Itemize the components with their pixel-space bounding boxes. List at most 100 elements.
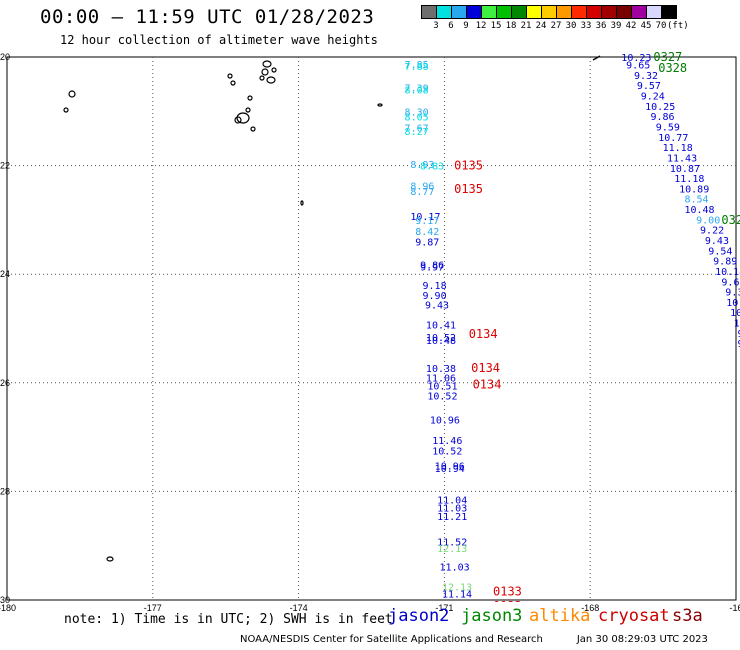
color-scale-label: 15 [490, 21, 502, 31]
island-outline [236, 112, 250, 124]
wave-height-value: 9.24 [641, 92, 665, 103]
wave-height-value: 9.18 [423, 281, 447, 292]
color-scale-unit: (ft) [667, 21, 689, 31]
wave-height-value: 10.87 [670, 164, 700, 175]
wave-height-value: 9.35 [725, 288, 740, 299]
island-outline [300, 200, 304, 206]
wave-height-value: 8.42 [415, 227, 439, 238]
color-scale-label: 6 [448, 21, 454, 31]
x-tick-label: -180 [0, 603, 16, 613]
legend-item-altika: altika [529, 606, 591, 626]
color-scale-label: 33 [580, 21, 592, 31]
credit-text: NOAA/NESDIS Center for Satellite Applica… [240, 634, 543, 645]
island-outline [262, 60, 272, 68]
wave-height-value: 9.59 [656, 123, 680, 134]
color-scale-label: 36 [595, 21, 607, 31]
color-scale-swatch [661, 5, 677, 19]
y-tick-label: -24 [0, 269, 10, 279]
pass-time-label: 0134 [471, 361, 500, 375]
island-outline [377, 103, 383, 107]
wave-height-value: 9.32 [634, 71, 658, 82]
wave-height-value: 7.39 [405, 83, 429, 94]
y-tick-label: -20 [0, 52, 10, 62]
credit-line: NOAA/NESDIS Center for Satellite Applica… [240, 634, 708, 645]
x-tick-label: -16 [729, 603, 740, 613]
wave-height-value: 8.77 [410, 187, 434, 198]
y-tick-label: -28 [0, 486, 10, 496]
wave-height-value: 8.08 [405, 86, 429, 97]
wave-height-value: 10.51 [427, 382, 457, 393]
wave-height-value: 9.17 [415, 216, 439, 227]
pass-time-label: 0135 [454, 159, 483, 173]
x-tick-label: -177 [144, 603, 162, 613]
wave-height-value: 8.93 [410, 160, 434, 171]
color-scale-label: 18 [505, 21, 517, 31]
island-outline [63, 107, 69, 113]
wave-height-value: 11.14 [442, 589, 472, 600]
wave-height-value: 11.03 [437, 504, 467, 515]
color-scale-label: 9 [463, 21, 469, 31]
wave-height-value: 10.48 [426, 336, 456, 347]
color-scale-label: 30 [565, 21, 577, 31]
pass-time-label: 0133 [493, 599, 522, 613]
pass-time-label: 0133 [493, 584, 522, 598]
island-outline [266, 76, 276, 84]
island-outline [245, 107, 251, 113]
wave-height-value: 9 [737, 329, 740, 340]
wave-height-value: 10.52 [427, 391, 457, 402]
x-tick-label: -171 [435, 603, 453, 613]
wave-height-value: 11.18 [663, 143, 693, 154]
pass-time-label: 0327 [653, 50, 682, 64]
wave-height-value: 10.18 [715, 267, 740, 278]
wave-height-labels: 10.239.659.329.579.2410.259.869.5910.771… [405, 50, 740, 613]
wave-height-value: 8.27 [405, 127, 429, 138]
color-scale-legend: 3 6 9 12 15 18 21 24 27 30 33 36 39 42 45 70 (ft) [421, 5, 689, 31]
wave-height-value: 9.43 [425, 301, 449, 312]
y-tick-label: -30 [0, 595, 10, 605]
legend-item-jason2: jason2 [388, 606, 450, 626]
color-scale-label: 3 [433, 21, 439, 31]
wave-height-value: 10.4 [730, 308, 740, 319]
legend-item-jason3: jason3 [461, 606, 523, 626]
island-outline [68, 90, 76, 98]
pass-time-label: 0135 [454, 182, 483, 196]
wave-height-value: 10.52 [432, 447, 462, 458]
wave-height-value: 11.04 [437, 496, 467, 507]
island-outline [247, 95, 253, 101]
wave-height-value: 9.22 [700, 226, 724, 237]
generated-timestamp: Jan 30 08:29:03 UTC 2023 [576, 634, 708, 645]
legend-item-cryosat: cryosat [598, 606, 670, 626]
wave-height-value: 9 [737, 339, 740, 350]
wave-height-value: 7.88 [405, 62, 429, 73]
legend-item-s3a: s3a [672, 606, 703, 626]
map-frame [6, 56, 737, 601]
wave-height-value: 7.85 [405, 60, 429, 71]
wave-height-value: 12.13 [437, 544, 467, 555]
island-outline [259, 75, 265, 81]
wave-height-value: 11.18 [674, 174, 704, 185]
wave-height-value: 8.30 [405, 107, 429, 118]
wave-height-value: 8.96 [410, 182, 434, 193]
island-outline [271, 67, 277, 73]
x-tick-label: -168 [581, 603, 599, 613]
wave-height-value: 10.62 [726, 298, 740, 309]
wave-height-value: 11.06 [426, 373, 456, 384]
island-outline [227, 73, 233, 79]
map-subtitle: 12 hour collection of altimeter wave hei… [60, 33, 378, 47]
wave-height-value: 9.86 [650, 112, 674, 123]
island-outline [234, 116, 242, 124]
wave-height-value: 11.03 [440, 562, 470, 573]
wave-height-value: 7.67 [405, 124, 429, 135]
color-scale-label: 39 [610, 21, 622, 31]
wave-height-value: 9.86 [420, 260, 444, 271]
wave-height-value: 10.23 [621, 53, 651, 64]
wave-height-value: 10.38 [426, 364, 456, 375]
footnote: note: 1) Time is in UTC; 2) SWH is in fe… [64, 612, 393, 627]
wave-height-value: 10.25 [645, 102, 675, 113]
wave-height-value: 8.05 [405, 113, 429, 124]
wave-height-value: 9.87 [415, 238, 439, 249]
wave-height-value: 10.52 [426, 333, 456, 344]
island-outline [106, 556, 114, 562]
wave-height-value: 11. [734, 319, 740, 330]
